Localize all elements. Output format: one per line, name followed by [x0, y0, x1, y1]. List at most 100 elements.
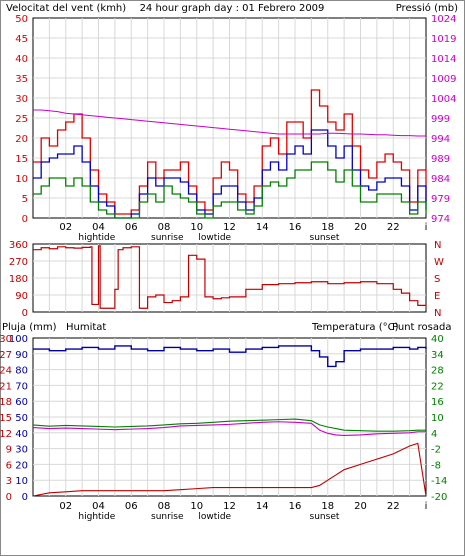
humidity-tick-label: 20 — [15, 460, 28, 471]
wind-hour-label: 10 — [190, 222, 203, 233]
wind-hour-label: 20 — [354, 222, 367, 233]
wind-event-sunrise: sunrise — [151, 233, 184, 243]
rain-label: Pluja (mm) — [2, 322, 57, 333]
temperature-tick-label: -20 — [431, 492, 447, 503]
pressure-tick-label: 1024 — [431, 14, 456, 25]
rain-tick-label: 3 — [6, 476, 12, 487]
series-dewpoint-line — [32, 421, 426, 436]
wind-hour-label: 02 — [59, 222, 72, 233]
temperature-tick-label: -2 — [431, 445, 441, 456]
humidity-tick-label: 100 — [9, 334, 28, 345]
wind-hour-label: 18 — [321, 222, 334, 233]
lower-hour-label: 02 — [59, 501, 72, 512]
temperature-tick-label: 22 — [431, 381, 444, 392]
lower-hour-label: 22 — [387, 501, 400, 512]
pressure-tick-label: 1019 — [431, 34, 456, 45]
compass-tick-label: S — [434, 274, 440, 285]
pressure-tick-label: 1009 — [431, 74, 456, 85]
lower-event-sunset: sunset — [310, 512, 340, 522]
rain-tick-label: 21 — [0, 381, 12, 392]
wind-hour-label: 22 — [387, 222, 400, 233]
wind-hour-label: 16 — [289, 222, 302, 233]
humidity-tick-label: 60 — [15, 397, 28, 408]
rain-tick-label: 24 — [0, 366, 12, 377]
humidity-tick-label: 10 — [15, 476, 28, 487]
lower-event-hightide: hightide — [78, 512, 115, 522]
pressure-tick-label: 1014 — [431, 54, 456, 65]
temperature-tick-label: 16 — [431, 397, 444, 408]
series-pressure-line — [33, 109, 426, 137]
compass-tick-label: N — [434, 308, 441, 319]
temperature-tick-label: 40 — [431, 334, 444, 345]
lower-event-lowtide: lowtide — [198, 512, 231, 522]
rain-tick-label: 15 — [0, 413, 12, 424]
pressure-tick-label: 974 — [431, 214, 450, 225]
pressure-tick-label: 984 — [431, 174, 450, 185]
humidity-tick-label: 80 — [15, 366, 28, 377]
series-rain-line — [32, 442, 427, 497]
lower-hour-label: 10 — [190, 501, 203, 512]
rain-tick-label: 18 — [0, 397, 12, 408]
lower-hour-label: 12 — [223, 501, 236, 512]
direction-tick-label: 270 — [9, 257, 28, 268]
humidity-tick-label: 70 — [15, 381, 28, 392]
wind-event-hightide: hightide — [78, 233, 115, 243]
wind-speed-tick-label: 45 — [15, 34, 28, 45]
wind-hour-label: 14 — [256, 222, 269, 233]
humidity-tick-label: 50 — [15, 413, 28, 424]
humidity-tick-label: 90 — [15, 350, 28, 361]
rain-tick-label: 12 — [0, 429, 12, 440]
compass-tick-label: W — [434, 257, 444, 268]
direction-tick-label: 90 — [15, 291, 28, 302]
direction-tick-label: 0 — [22, 308, 28, 319]
series-gust-line — [33, 89, 427, 215]
lower-hour-label: 06 — [125, 501, 138, 512]
series-humidity-line — [33, 345, 427, 368]
temperature-tick-label: 28 — [431, 366, 444, 377]
lower-hour-label: 14 — [256, 501, 269, 512]
series-min-line — [33, 161, 427, 219]
lower-hour-label: 18 — [321, 501, 334, 512]
series-direction-line — [33, 245, 427, 309]
temperature-tick-label: 34 — [431, 350, 444, 361]
temperature-tick-label: -14 — [431, 476, 447, 487]
temperature-tick-label: 10 — [431, 413, 444, 424]
pressure-title: Pressió (mb) — [396, 2, 458, 14]
wind-hour-label: 04 — [92, 222, 105, 233]
wind-hour-label: 08 — [158, 222, 171, 233]
wind-speed-tick-label: 50 — [15, 14, 28, 25]
pressure-tick-label: 989 — [431, 154, 450, 165]
lower-hour-label: 08 — [158, 501, 171, 512]
graph-day-title: 24 hour graph day : 01 Febrero 2009 — [140, 3, 325, 14]
rain-tick-label: 27 — [0, 350, 12, 361]
temperature-tick-label: -8 — [431, 460, 441, 471]
wind-speed-tick-label: 15 — [15, 154, 28, 165]
rain-tick-label: 9 — [6, 445, 12, 456]
humidity-tick-label: 40 — [15, 429, 28, 440]
pressure-tick-label: 999 — [431, 114, 450, 125]
pressure-tick-label: 994 — [431, 134, 450, 145]
direction-tick-label: 360 — [9, 240, 28, 251]
humidity-label: Humitat — [66, 322, 106, 333]
wind-pressure-chart: 0 5 10 15 20 25 30 35 40 45 50 974 979 984 989 994 999 10… — [15, 14, 456, 243]
lower-hour-label: 20 — [354, 501, 367, 512]
dewpoint-label: Punt rosada — [392, 322, 451, 333]
pressure-tick-label: 1004 — [431, 94, 456, 105]
wind-speed-tick-label: 30 — [15, 94, 28, 105]
compass-tick-label: N — [434, 240, 441, 251]
wind-hour-label: i — [425, 222, 428, 233]
lower-event-sunrise: sunrise — [151, 512, 184, 522]
wind-speed-tick-label: 10 — [15, 174, 28, 185]
wind-speed-tick-label: 0 — [22, 214, 28, 225]
wind-speed-title: Velocitat del vent (kmh) — [6, 3, 126, 14]
series-temperature-line — [32, 418, 426, 432]
pressure-tick-label: 979 — [431, 194, 450, 205]
temperature-label: Temperatura (°C) — [311, 322, 399, 333]
wind-speed-tick-label: 40 — [15, 54, 28, 65]
rain-tick-label: 6 — [6, 460, 12, 471]
rain-tick-label: 30 — [0, 334, 12, 345]
temperature-tick-label: 4 — [431, 429, 437, 440]
lower-hour-label: i — [425, 501, 428, 512]
